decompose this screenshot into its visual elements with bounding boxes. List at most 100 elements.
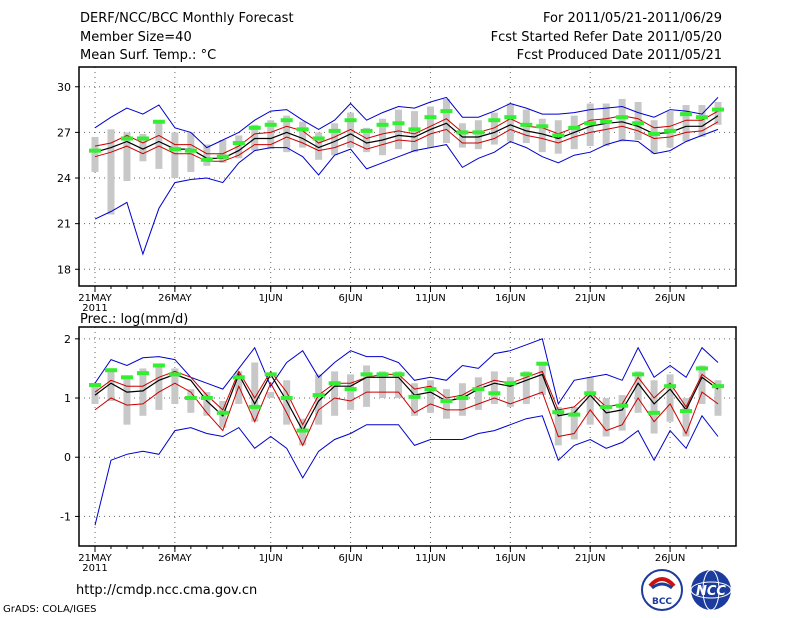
observation-marker xyxy=(520,372,533,377)
spread-box xyxy=(602,398,610,437)
series-line-lower-band xyxy=(94,121,719,162)
x-tick-label: 26JUN xyxy=(655,293,685,304)
observation-marker xyxy=(472,130,485,135)
x-tick-sublabel: 2011 xyxy=(82,303,107,314)
observation-marker xyxy=(600,404,613,409)
observation-marker xyxy=(520,122,533,127)
y-tick-label: 24 xyxy=(57,172,71,185)
spread-box xyxy=(395,109,403,150)
x-tick-label: 6JUN xyxy=(339,553,363,564)
observation-marker xyxy=(360,128,373,133)
spread-box xyxy=(347,374,355,410)
observation-marker xyxy=(680,112,693,117)
spread-box xyxy=(714,380,722,416)
x-tick-label: 11JUN xyxy=(415,293,445,304)
observation-marker xyxy=(248,125,261,130)
chart-title: DERF/NCC/BCC Monthly Forecast xyxy=(80,11,294,26)
spread-box xyxy=(522,371,530,404)
observation-marker xyxy=(488,118,501,123)
x-tick-sublabel: 2011 xyxy=(82,563,107,574)
observation-marker xyxy=(536,361,549,366)
observation-marker xyxy=(440,398,453,403)
y-tick-label: -1 xyxy=(60,510,71,523)
spread-box xyxy=(410,383,418,416)
series-line-ensemble-min xyxy=(94,128,719,256)
x-tick-label: 16JUN xyxy=(495,553,525,564)
x-tick-label: 26MAY xyxy=(158,293,192,304)
observation-marker xyxy=(184,396,197,401)
spread-box xyxy=(219,140,227,163)
observation-marker xyxy=(456,130,469,135)
spread-box xyxy=(235,135,243,159)
observation-marker xyxy=(376,372,389,377)
spread-box xyxy=(139,368,147,416)
y-tick-label: 1 xyxy=(64,392,71,405)
spread-box xyxy=(123,377,131,425)
spread-box xyxy=(634,101,642,140)
spread-box xyxy=(490,112,498,145)
spread-box xyxy=(490,371,498,404)
spread-box xyxy=(442,98,450,144)
observation-marker xyxy=(89,383,101,388)
observation-marker xyxy=(568,125,581,130)
spread-box xyxy=(251,124,259,151)
observation-marker xyxy=(136,371,149,376)
observation-marker xyxy=(136,136,149,141)
spread-box xyxy=(474,120,482,150)
observation-marker xyxy=(584,121,597,126)
produced-date-label: Fcst Produced Date 2011/05/21 xyxy=(516,48,722,63)
bcc-logo: BCC xyxy=(641,569,683,611)
observation-marker xyxy=(152,119,165,124)
spread-box xyxy=(91,136,99,172)
spread-box xyxy=(538,362,546,396)
spread-box xyxy=(506,103,514,142)
spread-box xyxy=(363,365,371,407)
observation-marker xyxy=(488,391,501,396)
x-tick-label: 6JUN xyxy=(339,293,363,304)
source-url[interactable]: http://cmdp.ncc.cma.gov.cn xyxy=(76,583,258,598)
y-tick-label: 30 xyxy=(57,81,71,94)
x-tick-label: 26JUN xyxy=(655,553,685,564)
observation-marker xyxy=(408,394,421,399)
observation-marker xyxy=(392,372,405,377)
y-tick-label: 18 xyxy=(57,263,71,276)
x-tick-label: 21JUN xyxy=(575,293,605,304)
observation-marker xyxy=(712,107,724,112)
observation-marker xyxy=(184,148,197,153)
x-tick-label: 21MAY xyxy=(78,553,112,564)
x-tick-label: 26MAY xyxy=(158,553,192,564)
observation-marker xyxy=(648,410,661,415)
ncc-logo-text: NCC xyxy=(696,584,726,599)
observation-marker xyxy=(120,375,133,380)
y-tick-label: 0 xyxy=(64,451,71,464)
observation-marker xyxy=(168,372,181,377)
observation-marker xyxy=(89,148,101,153)
start-date-label: Fcst Started Refer Date 2011/05/20 xyxy=(490,30,722,45)
spread-box xyxy=(538,118,546,153)
observation-marker xyxy=(568,412,581,417)
series-line-lower-band xyxy=(94,382,719,447)
spread-box xyxy=(283,380,291,425)
series-line-upper-band xyxy=(94,370,719,426)
observation-marker xyxy=(552,133,565,138)
observation-marker xyxy=(424,115,437,120)
ncc-logo: NCC xyxy=(690,569,732,611)
x-tick-label: 1JUN xyxy=(259,553,283,564)
observation-marker xyxy=(440,109,453,114)
bcc-logo-text: BCC xyxy=(652,597,672,607)
y-tick-label: 21 xyxy=(57,218,71,231)
spread-box xyxy=(267,120,275,150)
grads-credit: GrADS: COLA/IGES xyxy=(3,604,97,615)
spread-box xyxy=(331,123,339,156)
spread-box xyxy=(331,371,339,416)
spread-box xyxy=(666,374,674,422)
spread-box xyxy=(698,365,706,404)
observation-marker xyxy=(296,428,309,433)
spread-box xyxy=(203,392,211,416)
spread-box xyxy=(155,365,163,410)
spread-box xyxy=(347,112,355,148)
forecast-range-label: For 2011/05/21-2011/06/29 xyxy=(543,11,722,26)
observation-marker xyxy=(632,372,645,377)
